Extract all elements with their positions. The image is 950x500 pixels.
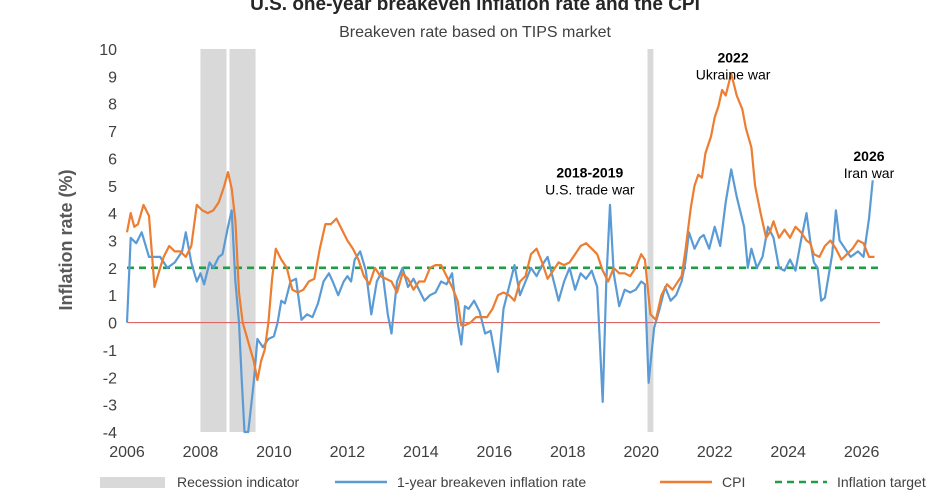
y-tick-label: -1: [103, 343, 117, 360]
annotation-year-2: 2018-2019: [556, 165, 623, 181]
y-tick-label: 6: [108, 151, 117, 168]
x-tick-label: 2006: [109, 444, 145, 461]
y-tick-label: 8: [108, 97, 117, 114]
y-tick-label: -3: [103, 398, 117, 415]
annotation-year-3: 2026: [853, 148, 884, 164]
legend-label-inflation-target: Inflation target: [837, 474, 926, 490]
y-tick-label: 5: [108, 179, 117, 196]
y-tick-label: 7: [108, 124, 117, 141]
x-tick-label: 2010: [256, 444, 292, 461]
y-tick-label: -2: [103, 370, 117, 387]
series-line-cpi: [125, 72, 875, 382]
data-series: [125, 72, 875, 434]
x-tick-label: 2026: [844, 444, 880, 461]
x-tick-label: 2014: [403, 444, 439, 461]
recession-band-2: [647, 49, 654, 432]
legend-swatch-recession-indicator: [100, 477, 165, 488]
x-tick-label: 2018: [550, 444, 586, 461]
chart-title: U.S. one-year breakeven inflation rate a…: [250, 0, 700, 15]
y-tick-label: 1: [108, 288, 117, 305]
legend-label-recession-indicator: Recession indicator: [177, 474, 300, 490]
series-line-1-year-breakeven-inflation-rate: [125, 168, 874, 434]
x-tick-label: 2024: [770, 444, 806, 461]
annotation-event-2: U.S. trade war: [545, 182, 635, 198]
y-tick-label: -4: [103, 425, 117, 442]
y-tick-label: 9: [108, 69, 117, 86]
legend-label-1-year-breakeven-inflation-rate: 1-year breakeven inflation rate: [397, 474, 586, 490]
y-tick-label: 3: [108, 234, 117, 251]
y-tick-label: 2: [108, 261, 117, 278]
legend-label-cpi: CPI: [722, 474, 745, 490]
annotation-event-3: Iran war: [844, 165, 895, 181]
y-tick-label: 10: [99, 42, 117, 59]
x-tick-label: 2012: [330, 444, 366, 461]
x-tick-label: 2016: [477, 444, 513, 461]
x-tick-label: 2008: [183, 444, 219, 461]
recession-bands: [200, 49, 654, 432]
x-tick-label: 2022: [697, 444, 733, 461]
legend: Recession indicator 1-year breakeven infl…: [100, 474, 926, 490]
chart-subtitle: Breakeven rate based on TIPS market: [339, 24, 611, 41]
axes: -4 -3 -2 -1 0 1 2 3 4 5 6 7 8 9 10 2006 2008 2010 2012 2014…: [99, 42, 879, 461]
reference-lines: [127, 266, 880, 324]
x-tick-label: 2020: [623, 444, 659, 461]
y-tick-label: 4: [108, 206, 117, 223]
annotation-event-1: Ukraine war: [696, 67, 771, 83]
y-axis-label: Inflation rate (%): [56, 169, 76, 310]
annotation-year-1: 2022: [717, 50, 748, 66]
y-tick-label: 0: [108, 316, 117, 333]
